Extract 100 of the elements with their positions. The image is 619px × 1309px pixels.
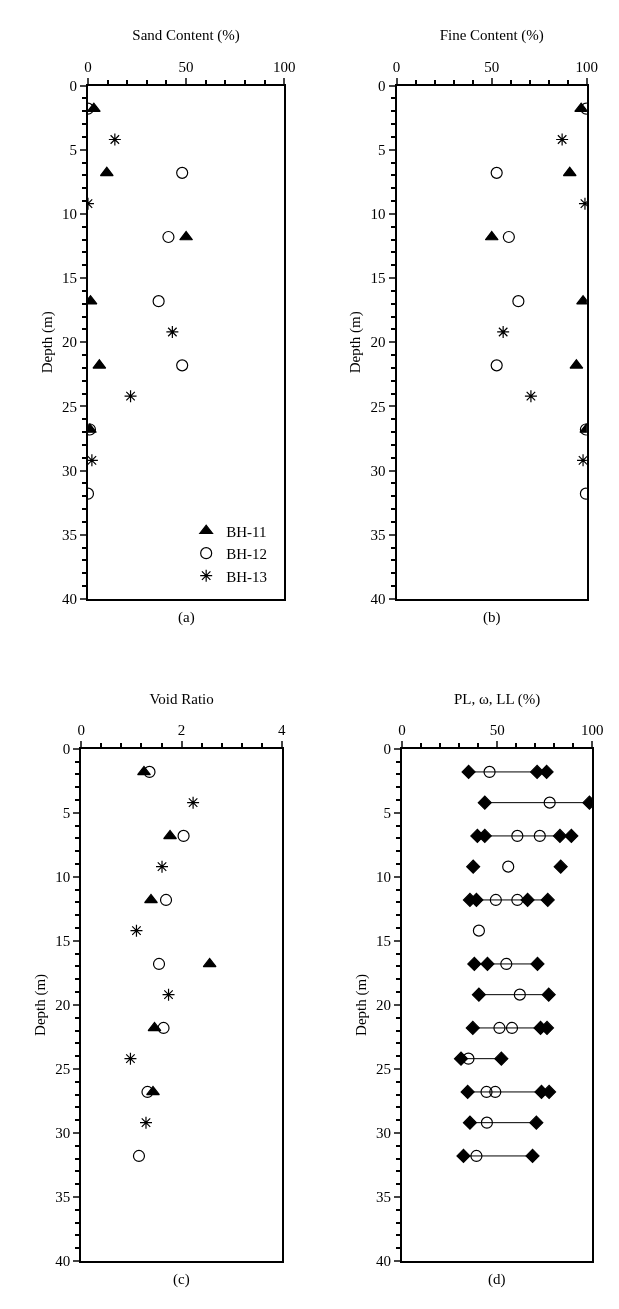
legend-label: BH-11 [226,523,267,540]
y-tick-label: 30 [61,462,77,479]
point [543,796,556,809]
point [123,389,138,403]
x-axis-title: Sand Content (%) [132,27,240,45]
legend-label: BH-12 [226,546,268,563]
y-tick-label: 25 [61,398,77,415]
point [505,1021,519,1035]
y-tick-label: 30 [376,1125,392,1142]
x-tick-label: 0 [84,58,92,75]
y-tick-label: 5 [69,142,77,158]
y-tick-label: 25 [55,1061,71,1078]
point [163,829,177,840]
point [480,956,495,972]
point [467,956,482,972]
point [539,764,554,780]
x-axis-title: Void Ratio [149,690,214,707]
x-tick-label: 50 [178,58,194,75]
y-axis-title: Depth (m) [347,311,365,374]
point [123,1052,138,1066]
point [202,957,217,968]
point [529,1115,544,1130]
y-tick-label: 10 [61,206,77,223]
point [502,230,515,244]
y-tick-label: 5 [378,142,386,158]
point [177,829,190,843]
y-tick-label: 10 [55,869,71,886]
point [500,957,513,971]
y-tick-label: 5 [62,805,71,822]
text: (a) [178,609,195,626]
point [141,1085,154,1099]
y-axis-title: Depth (m) [352,973,370,1036]
x-tick-label: 100 [575,58,599,75]
y-tick-label: 40 [370,591,386,608]
point [176,166,189,179]
y-tick-label: 15 [55,933,71,950]
point [139,1116,153,1130]
point [477,795,492,810]
x-tick-label: 0 [398,721,406,738]
point [496,325,510,339]
y-axis-title: Depth (m) [32,973,50,1036]
point [512,295,525,308]
point [562,166,577,177]
point [165,325,179,339]
y-tick-label: 35 [61,526,77,543]
point [152,957,166,971]
point [155,860,169,874]
y-tick-label: 25 [376,1061,392,1078]
x-tick-label: 50 [489,721,505,738]
point [540,892,555,908]
point [179,230,194,241]
y-tick-label: 25 [370,398,386,415]
y-tick-label: 20 [370,334,386,351]
legend-label: BH-13 [226,568,268,585]
y-tick-label: 35 [376,1189,392,1206]
point [108,132,122,147]
point [176,359,189,372]
point [493,1021,506,1035]
point [511,893,524,907]
y-tick-label: 30 [370,462,386,479]
point [511,829,524,843]
point [144,893,158,904]
x-tick-label: 4 [278,721,287,738]
point [513,988,526,1001]
point [524,389,538,403]
point [555,132,569,147]
point [462,1115,478,1130]
y-tick-label: 10 [376,869,392,886]
y-tick-label: 0 [383,741,392,758]
point [564,828,579,844]
point [490,166,503,179]
y-tick-label: 35 [370,526,386,543]
point [520,892,535,908]
point [460,1084,475,1100]
point [484,230,499,241]
point [502,860,515,873]
point [471,987,487,1002]
point [489,893,502,907]
point [129,924,144,938]
y-tick-label: 20 [376,997,392,1014]
point [525,1148,540,1164]
text: (c) [173,1271,190,1288]
point [143,765,156,779]
y-axis-title: Depth (m) [38,311,56,374]
x-tick-label: 50 [484,58,500,75]
y-tick-label: 35 [55,1189,71,1206]
y-tick-label: 5 [383,805,392,822]
y-tick-label: 0 [378,77,386,94]
point [480,1085,493,1099]
point [161,988,176,1002]
y-tick-label: 40 [55,1253,71,1270]
text: (d) [488,1271,506,1288]
y-tick-label: 0 [62,741,71,758]
point [87,453,99,467]
y-tick-label: 15 [376,933,392,950]
point [99,166,114,177]
point [541,987,556,1002]
point [489,1085,502,1099]
point [530,956,545,972]
point [483,765,496,779]
